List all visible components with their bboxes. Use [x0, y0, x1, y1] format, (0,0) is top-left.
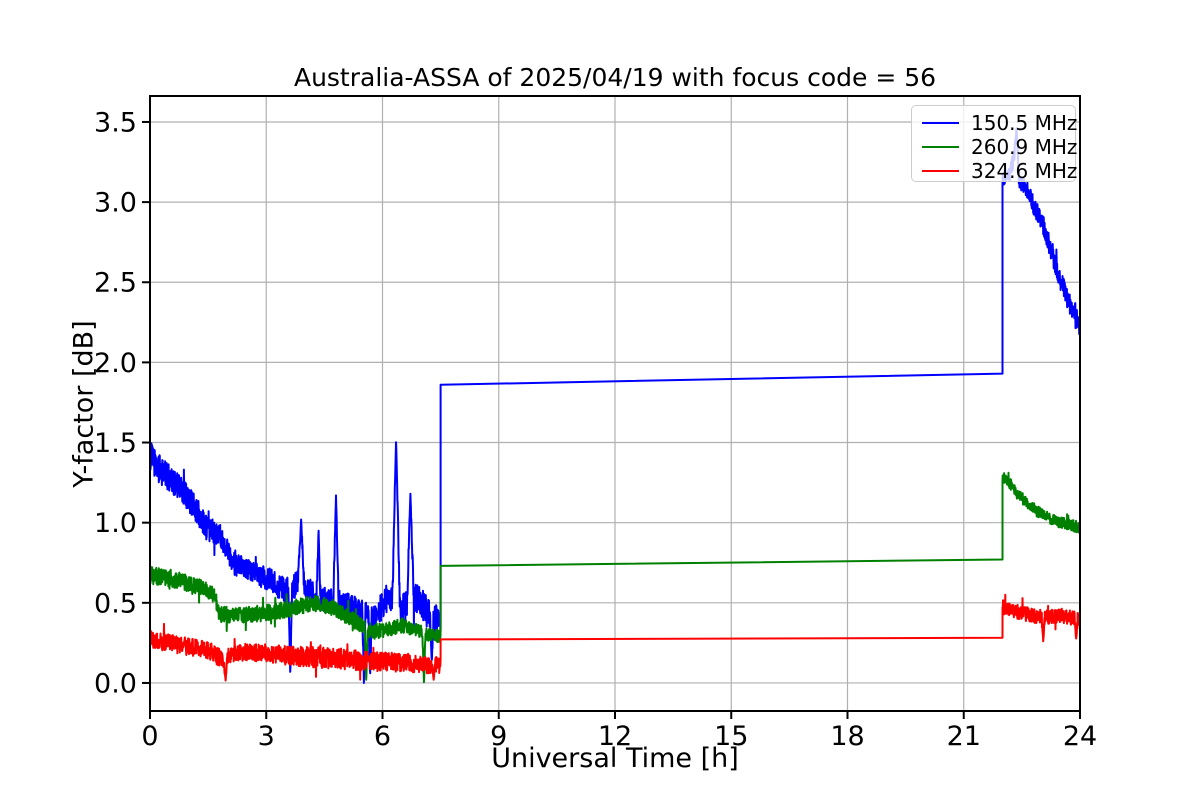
y-tick-label: 1.0 [94, 508, 137, 539]
y-tick-label: 0.5 [94, 588, 137, 619]
y-tick-label: 3.5 [94, 107, 137, 138]
x-tick-label: 21 [947, 721, 981, 752]
y-tick-label: 2.5 [94, 268, 137, 299]
series-line-260.9-MHz [150, 471, 1080, 684]
legend-label: 150.5 MHz [971, 111, 1078, 135]
legend-entry: 150.5 MHz [922, 111, 1077, 135]
legend-label: 324.6 MHz [971, 159, 1078, 183]
legend-line-swatch [922, 122, 959, 124]
y-tick-label: 1.5 [94, 428, 137, 459]
y-axis-label: Y-factor [dB] [68, 320, 100, 488]
x-tick-label: 24 [1063, 721, 1097, 752]
x-tick-label: 15 [714, 721, 748, 752]
legend-line-swatch [922, 170, 959, 172]
x-tick-label: 18 [830, 721, 864, 752]
chart-title: Australia-ASSA of 2025/04/19 with focus … [293, 63, 937, 92]
y-tick-label: 2.0 [94, 348, 137, 379]
legend: 150.5 MHz 260.9 MHz 324.6 MHz [911, 105, 1077, 183]
legend-entry: 324.6 MHz [922, 159, 1077, 183]
legend-line-swatch [922, 146, 959, 148]
legend-label: 260.9 MHz [971, 135, 1078, 159]
x-axis-label: Universal Time [h] [491, 743, 739, 774]
x-tick-label: 12 [598, 721, 632, 752]
x-tick-label: 6 [374, 721, 391, 752]
y-tick-label: 0.0 [94, 668, 137, 699]
x-tick-label: 3 [258, 721, 275, 752]
legend-entry: 260.9 MHz [922, 135, 1077, 159]
x-tick-label: 9 [490, 721, 507, 752]
x-tick-label: 0 [141, 721, 158, 752]
series-line-324.6-MHz [150, 593, 1080, 682]
y-tick-label: 3.0 [94, 188, 137, 219]
